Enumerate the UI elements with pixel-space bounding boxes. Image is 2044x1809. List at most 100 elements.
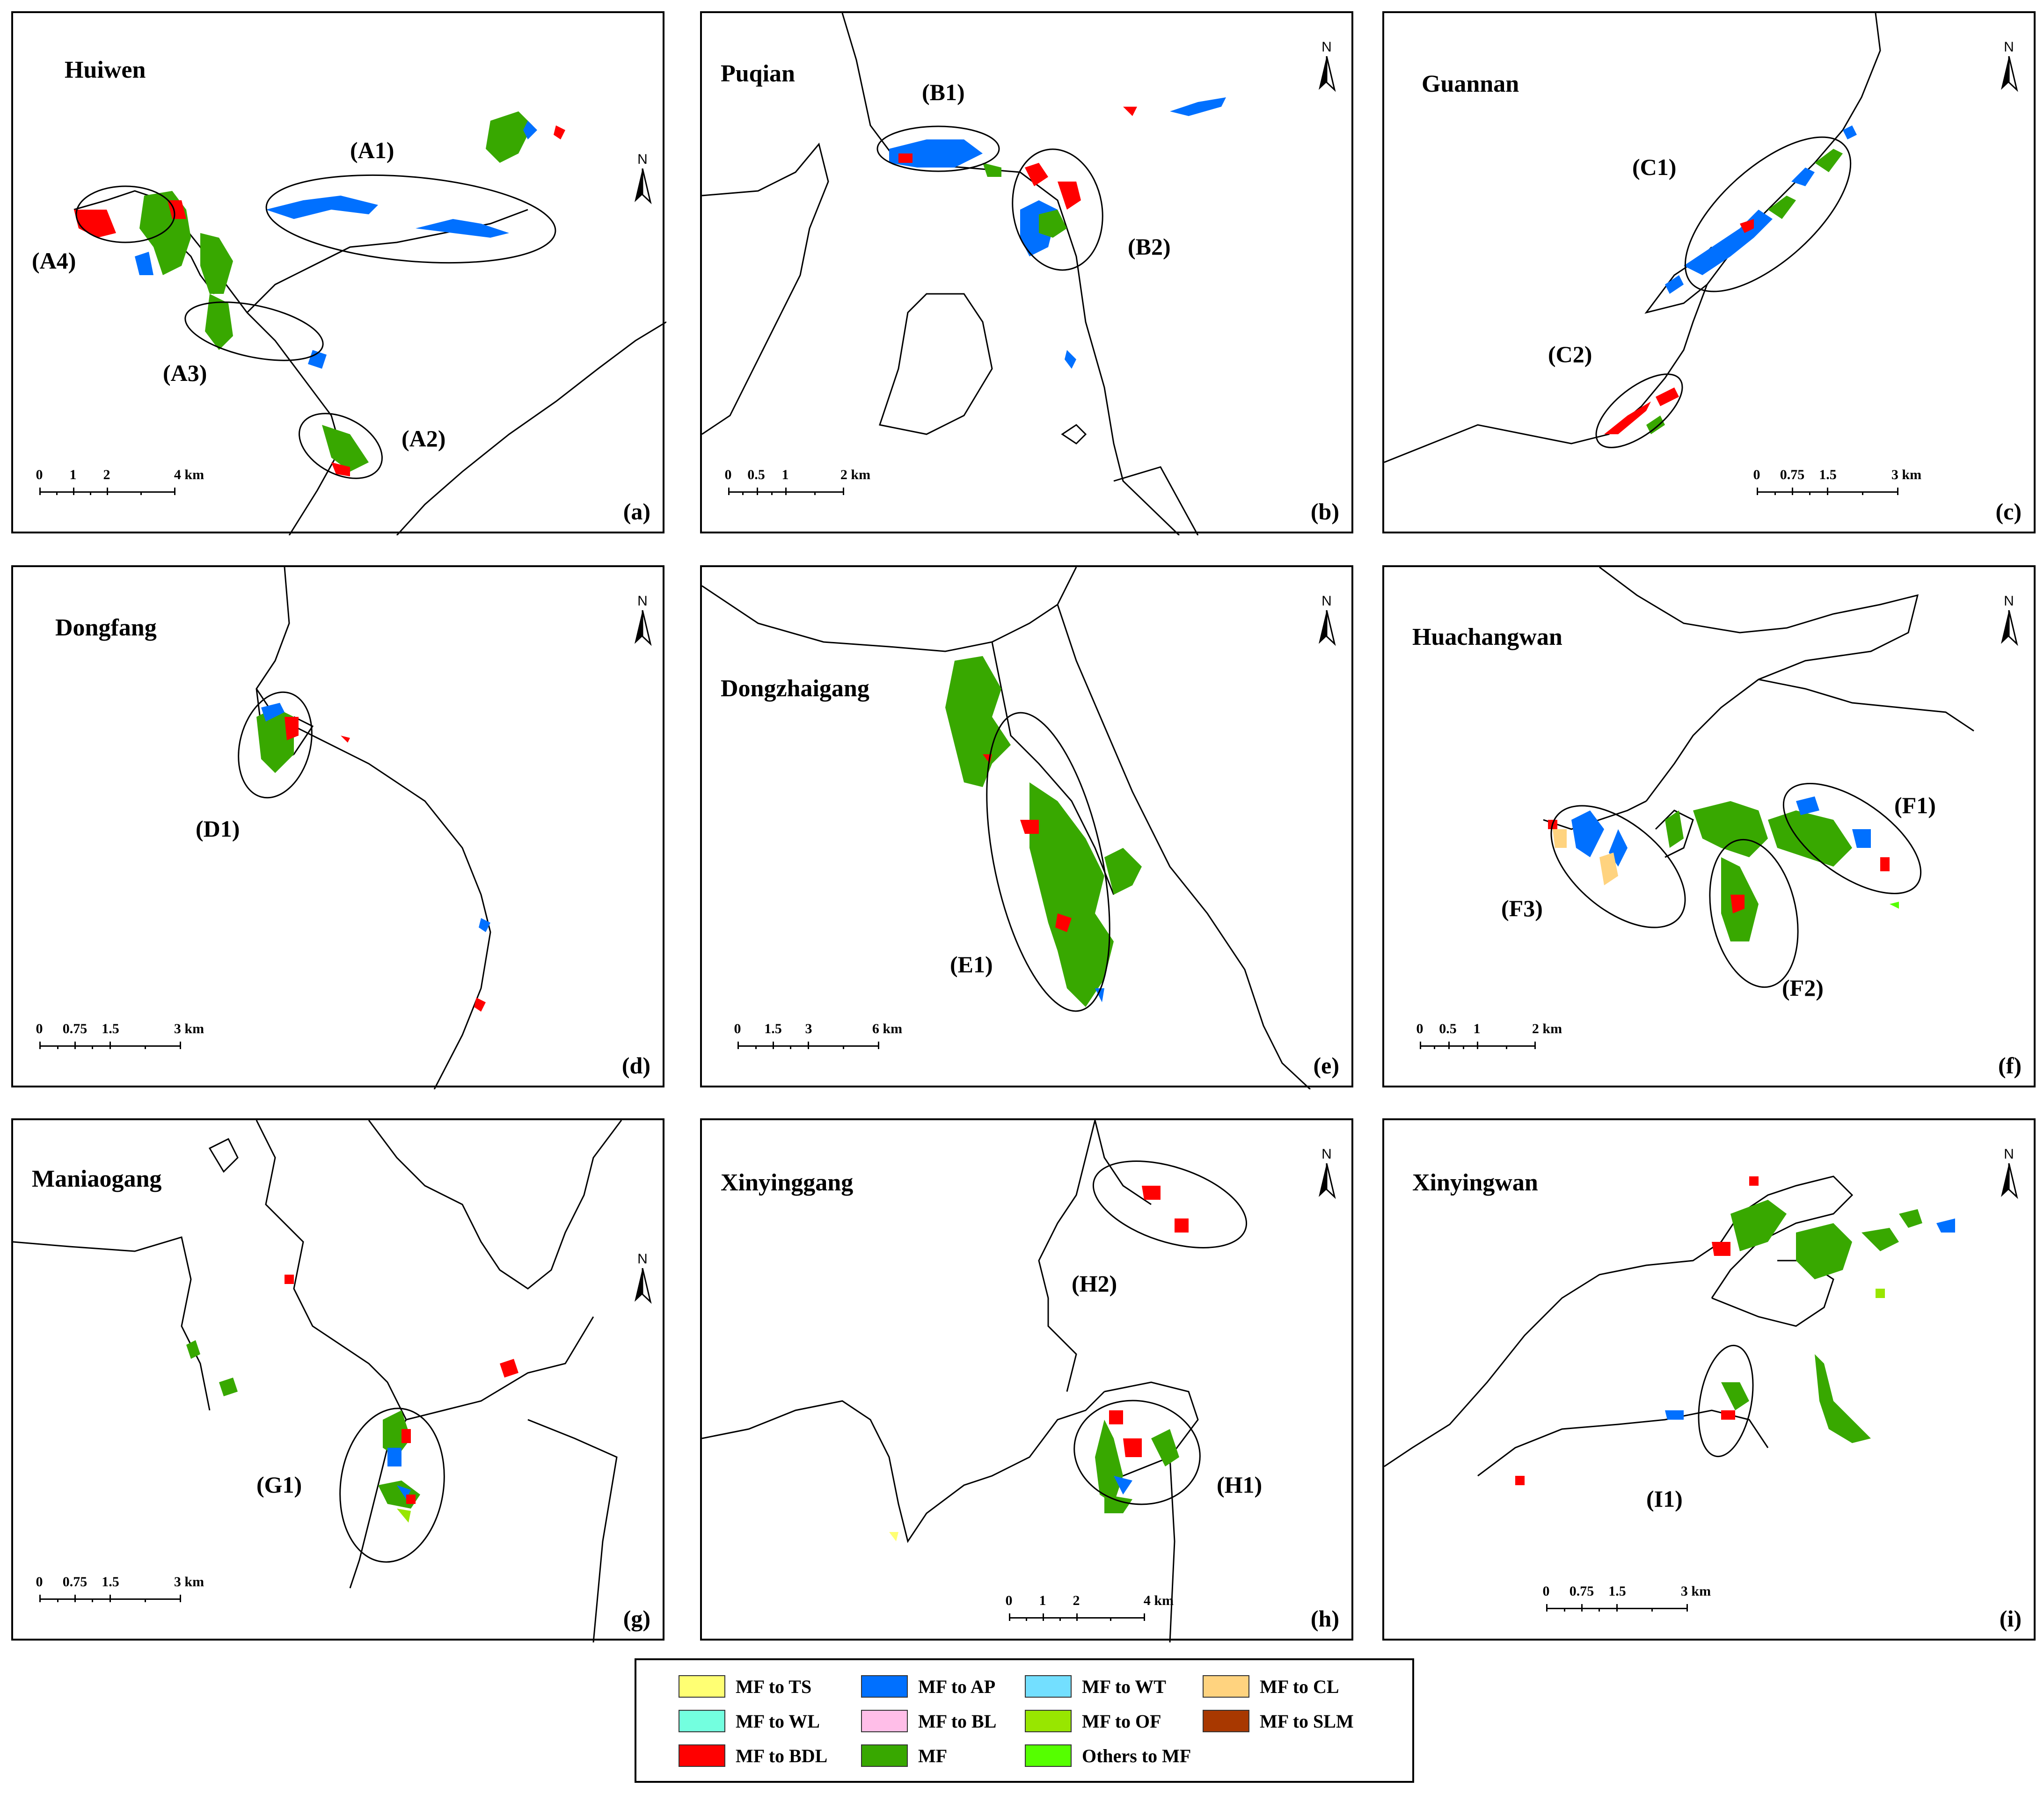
panel-title: Xinyinggang: [721, 1169, 854, 1196]
zone-label-b2: (B2): [1128, 233, 1171, 260]
legend-item-mf-to-cl: MF to CL: [1203, 1672, 1339, 1700]
coastline-map-f: [1543, 567, 1974, 988]
scale-bar: 0 0.75 1.5 3 km: [1543, 1583, 1743, 1621]
panel-label: (g): [623, 1605, 650, 1632]
legend-item-mf-to-wl: MF to WL: [679, 1707, 820, 1735]
map-legend: MF to TS MF to AP MF to WT MF to CL MF t…: [635, 1658, 1414, 1783]
legend-label: MF to SLM: [1260, 1710, 1354, 1732]
legend-label: MF to AP: [918, 1676, 996, 1697]
panel-title: Xinyingwan: [1412, 1169, 1538, 1196]
legend-label: MF to BDL: [736, 1745, 828, 1766]
panel-label: (i): [1999, 1605, 2022, 1632]
coastline-map-g: [13, 1120, 622, 1642]
map-panel-dongzhaigang: Dongzhaigang (E1) N 0 1.5 3 6 km (e): [700, 565, 1353, 1089]
legend-item-mf-to-ap: MF to AP: [861, 1672, 995, 1700]
legend-item-mf-to-bl: MF to BL: [861, 1707, 996, 1735]
coastline-map-i: [1384, 1175, 1955, 1485]
zone-label-c2: (C2): [1548, 341, 1592, 367]
scale-bar: 0 1 2 4 km: [1006, 1593, 1205, 1630]
zone-label-a3: (A3): [163, 360, 207, 386]
panel-title: Dongfang: [55, 614, 157, 641]
scale-bar: 0 0.5 1 2 km: [725, 467, 925, 504]
map-panel-xinyingwan: Xinyingwan (I1) N 0 0.75 1.5 3 km (i): [1382, 1118, 2036, 1641]
coastline-map-d: [238, 567, 491, 1089]
north-arrow-icon: N: [1993, 39, 2025, 95]
panel-label: (a): [623, 498, 650, 525]
scale-bar: 0 0.75 1.5 3 km: [36, 1574, 236, 1612]
legend-label: MF to BL: [918, 1710, 997, 1732]
map-panel-huiwen: Huiwen (A1) (A2) (A3) (A4) N 0 1 2 4 km …: [11, 11, 666, 535]
legend-swatch: [1025, 1675, 1072, 1698]
coastline-map-h: [702, 1120, 1248, 1642]
zone-label-g1: (G1): [256, 1472, 302, 1498]
coastline-map-a: [73, 111, 666, 535]
north-arrow-icon: N: [1310, 1146, 1343, 1203]
panel-title: Guannan: [1422, 71, 1519, 97]
legend-swatch: [1203, 1675, 1249, 1698]
zone-label-f3: (F3): [1501, 895, 1543, 921]
north-arrow-icon: N: [1993, 593, 2025, 649]
legend-label: MF to WL: [736, 1710, 820, 1732]
panel-label: (e): [1313, 1052, 1340, 1079]
scale-bar: 0 0.5 1 2 km: [1416, 1021, 1616, 1058]
zone-label-h1: (H1): [1217, 1472, 1263, 1498]
north-arrow-icon: N: [626, 593, 659, 649]
coastline-map-b: [702, 13, 1226, 535]
zone-label-d1: (D1): [196, 816, 240, 842]
legend-swatch: [1025, 1744, 1072, 1767]
panel-label: (b): [1310, 498, 1339, 525]
scale-bar: 0 1.5 3 6 km: [734, 1021, 934, 1058]
zone-label-a2: (A2): [402, 425, 446, 452]
legend-swatch: [861, 1710, 908, 1732]
map-panel-huachangwan: Huachangwan (F1) (F2) (F3) N 0 0.5 1 2 k…: [1382, 565, 2036, 1087]
coastline-map-c: [1384, 13, 1881, 463]
zone-label-f2: (F2): [1782, 975, 1824, 1001]
map-panel-puqian: Puqian (B1) (B2) N 0 0.5 1 2 km (b): [700, 11, 1353, 535]
legend-item-others-to-mf: Others to MF: [1025, 1742, 1191, 1770]
scale-bar: 0 1 2 4 km: [36, 467, 226, 504]
map-panel-maniaogang: Maniaogang (G1) N 0 0.75 1.5 3 km (g): [11, 1118, 664, 1642]
zone-label-e1: (E1): [950, 951, 993, 977]
map-panel-guannan: Guannan (C1) (C2) N 0 0.75 1.5 3 km (c): [1382, 11, 2036, 533]
north-arrow-icon: N: [626, 152, 659, 208]
zone-label-i1: (I1): [1646, 1486, 1683, 1512]
panel-title: Puqian: [721, 60, 795, 87]
north-arrow-icon: N: [1993, 1146, 2025, 1203]
panel-label: (d): [621, 1052, 650, 1079]
scale-bar: 0 0.75 1.5 3 km: [1753, 467, 1953, 504]
zone-label-a4: (A4): [32, 248, 76, 274]
north-arrow-icon: N: [626, 1251, 659, 1307]
panel-label: (f): [1998, 1052, 2022, 1079]
legend-label: MF to TS: [736, 1676, 812, 1697]
legend-swatch: [861, 1675, 908, 1698]
north-arrow-icon: N: [1310, 593, 1343, 649]
panel-title: Huiwen: [65, 57, 146, 83]
legend-swatch: [1025, 1710, 1072, 1732]
legend-swatch: [679, 1710, 725, 1732]
legend-item-mf-to-ts: MF to TS: [679, 1672, 811, 1700]
zone-label-b1: (B1): [922, 79, 965, 105]
zone-label-f1: (F1): [1894, 792, 1936, 818]
zone-label-h2: (H2): [1072, 1270, 1117, 1297]
legend-item-mf-to-of: MF to OF: [1025, 1707, 1161, 1735]
legend-swatch: [861, 1744, 908, 1767]
panel-title: Dongzhaigang: [721, 675, 869, 702]
panel-label: (c): [1995, 498, 2022, 525]
legend-item-mf-to-wt: MF to WT: [1025, 1672, 1166, 1700]
panel-label: (h): [1310, 1605, 1339, 1632]
legend-swatch: [679, 1675, 725, 1698]
panel-title: Huachangwan: [1412, 624, 1562, 650]
north-arrow-icon: N: [1310, 39, 1343, 95]
legend-item-mf: MF: [861, 1742, 947, 1770]
scale-bar: 0 0.75 1.5 3 km: [36, 1021, 236, 1058]
legend-swatch: [1203, 1710, 1249, 1732]
panel-title: Maniaogang: [32, 1166, 162, 1192]
zone-label-a1: (A1): [350, 137, 394, 163]
zone-label-c1: (C1): [1632, 154, 1677, 180]
legend-swatch: [679, 1744, 725, 1767]
legend-label: MF to OF: [1082, 1710, 1161, 1732]
legend-label: MF to WT: [1082, 1676, 1166, 1697]
legend-item-mf-to-slm: MF to SLM: [1203, 1707, 1354, 1735]
legend-label: Others to MF: [1082, 1745, 1191, 1766]
legend-label: MF to CL: [1260, 1676, 1339, 1697]
